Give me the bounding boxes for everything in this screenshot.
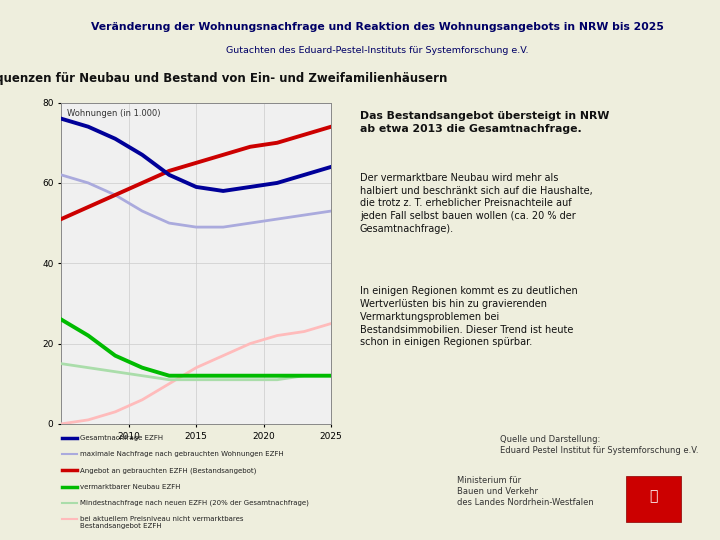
- Text: Angebot an gebrauchten EZFH (Bestandsangebot): Angebot an gebrauchten EZFH (Bestandsang…: [80, 467, 256, 474]
- Text: Quelle und Darstellung:
Eduard Pestel Institut für Systemforschung e.V.: Quelle und Darstellung: Eduard Pestel In…: [500, 435, 699, 455]
- Text: Gutachten des Eduard-Pestel-Instituts für Systemforschung e.V.: Gutachten des Eduard-Pestel-Instituts fü…: [226, 46, 529, 55]
- Text: Veränderung der Wohnungsnachfrage und Reaktion des Wohnungsangebots in NRW bis 2: Veränderung der Wohnungsnachfrage und Re…: [91, 22, 664, 32]
- Text: Konsequenzen für Neubau und Bestand von Ein- und Zweifamilienhäusern: Konsequenzen für Neubau und Bestand von …: [0, 72, 448, 85]
- Text: Gesamtnachfrage EZFH: Gesamtnachfrage EZFH: [80, 435, 163, 441]
- Text: In einigen Regionen kommt es zu deutlichen
Wertverlüsten bis hin zu gravierenden: In einigen Regionen kommt es zu deutlich…: [360, 286, 577, 347]
- Text: bei aktuellem Preisniveau nicht vermarktbares: bei aktuellem Preisniveau nicht vermarkt…: [80, 516, 243, 522]
- Text: Mindestnachfrage nach neuen EZFH (20% der Gesamtnachfrage): Mindestnachfrage nach neuen EZFH (20% de…: [80, 500, 309, 506]
- FancyBboxPatch shape: [626, 476, 681, 522]
- Text: Wohnungen (in 1.000): Wohnungen (in 1.000): [67, 109, 160, 118]
- Text: Das Bestandsangebot übersteigt in NRW
ab etwa 2013 die Gesamtnachfrage.: Das Bestandsangebot übersteigt in NRW ab…: [360, 111, 609, 133]
- Text: Bestandsangebot EZFH: Bestandsangebot EZFH: [80, 523, 161, 529]
- Text: Ministerium für
Bauen und Verkehr
des Landes Nordrhein-Westfalen: Ministerium für Bauen und Verkehr des La…: [457, 476, 594, 508]
- Text: maximale Nachfrage nach gebrauchten Wohnungen EZFH: maximale Nachfrage nach gebrauchten Wohn…: [80, 451, 284, 457]
- Text: 🐴: 🐴: [649, 490, 657, 504]
- Text: Der vermarktbare Neubau wird mehr als
halbiert und beschränkt sich auf die Haush: Der vermarktbare Neubau wird mehr als ha…: [360, 173, 593, 234]
- Text: vermarktbarer Neubau EZFH: vermarktbarer Neubau EZFH: [80, 483, 180, 490]
